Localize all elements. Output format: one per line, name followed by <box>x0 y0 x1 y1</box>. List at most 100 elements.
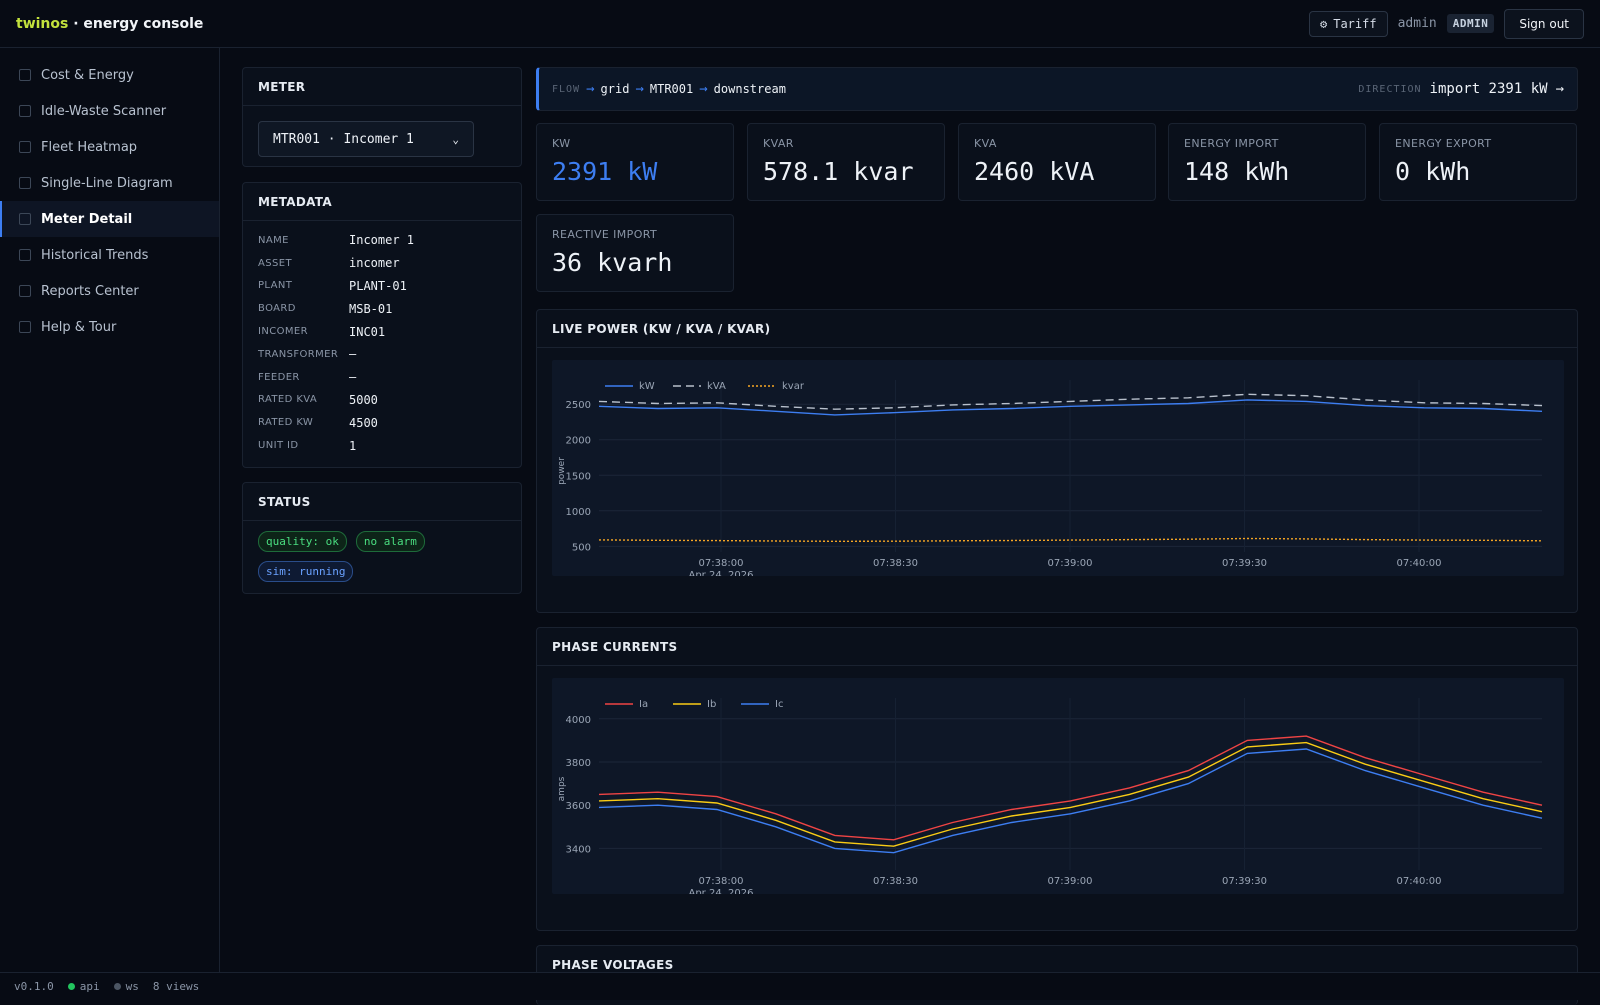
direction-value: import 2391 kW <box>1430 81 1548 97</box>
meta-value: 5000 <box>349 393 378 407</box>
meta-key: BOARD <box>258 303 349 314</box>
kpi-label: ENERGY EXPORT <box>1395 137 1561 150</box>
sidebar-item-single-line[interactable]: Single-Line Diagram <box>0 165 219 201</box>
tariff-label: Tariff <box>1333 17 1376 31</box>
meta-key: INCOMER <box>258 326 349 337</box>
sidebar-item-fleet-heatmap[interactable]: Fleet Heatmap <box>0 129 219 165</box>
header-actions: ⚙ Tariff admin ADMIN Sign out <box>1309 9 1584 39</box>
direction-label: DIRECTION <box>1358 84 1421 95</box>
sidebar-item-label: Help & Tour <box>41 320 116 335</box>
meta-value: 4500 <box>349 416 378 430</box>
legend-entry: Ic <box>775 699 783 710</box>
meter-select-value: MTR001 · Incomer 1 <box>273 132 414 147</box>
brand-logo[interactable]: twinos · energy console <box>16 16 203 32</box>
sidebar-item-help-tour[interactable]: Help & Tour <box>0 309 219 345</box>
legend-entry: Ia <box>639 699 648 710</box>
kpi-card-reactive-import: REACTIVE IMPORT 36 kvarh <box>536 214 734 292</box>
sidebar-item-label: Cost & Energy <box>41 68 134 83</box>
x-tick-label: 07:38:30 <box>873 558 918 569</box>
meta-key: PLANT <box>258 280 349 291</box>
ws-label: ws <box>126 980 139 993</box>
status-badge: quality: ok <box>258 531 347 552</box>
status-dot-icon <box>114 983 121 990</box>
meta-value: — <box>349 370 356 384</box>
brand-rest: · energy console <box>68 16 203 32</box>
meta-key: UNIT ID <box>258 440 349 451</box>
flow-bar: FLOW → grid → MTR001 → downstream DIRECT… <box>536 67 1578 111</box>
status-panel: STATUS quality: ok no alarm sim: running <box>242 482 522 594</box>
meta-value: PLANT-01 <box>349 279 407 293</box>
x-tick-label: 07:38:00 <box>699 558 744 569</box>
checkbox-icon <box>19 69 31 81</box>
status-footer: v0.1.0 api ws 8 views <box>0 972 1600 1000</box>
kpi-value: 0 kWh <box>1395 157 1561 186</box>
x-tick-label: 07:38:00 <box>699 876 744 887</box>
kpi-label: KVA <box>974 137 1140 150</box>
sidebar-item-cost-energy[interactable]: Cost & Energy <box>0 57 219 93</box>
status-badges: quality: ok no alarm sim: running <box>243 521 521 592</box>
x-tick-label: 07:39:00 <box>1048 876 1093 887</box>
kpi-value: 36 kvarh <box>552 248 718 277</box>
checkbox-icon <box>19 105 31 117</box>
flow-node[interactable]: downstream <box>714 82 786 96</box>
x-tick-label: 07:40:00 <box>1397 876 1442 887</box>
meta-row: TRANSFORMER— <box>243 343 521 366</box>
x-tick-label: 07:40:00 <box>1397 558 1442 569</box>
top-bar: twinos · energy console ⚙ Tariff admin A… <box>0 0 1600 48</box>
sign-out-button[interactable]: Sign out <box>1504 9 1584 39</box>
brand-accent: twinos <box>16 16 68 32</box>
y-tick-label: 2000 <box>566 436 591 447</box>
meta-value: Incomer 1 <box>349 233 414 247</box>
meta-key: TRANSFORMER <box>258 349 349 360</box>
version-label: v0.1.0 <box>14 980 54 993</box>
user-name: admin <box>1398 16 1437 31</box>
panel-title: METADATA <box>243 183 521 221</box>
sidebar-item-label: Reports Center <box>41 284 139 299</box>
panel-title: METER <box>243 68 521 106</box>
status-badge: sim: running <box>258 561 353 582</box>
kpi-card-energy-import: ENERGY IMPORT 148 kWh <box>1168 123 1366 201</box>
views-count: 8 views <box>153 980 199 993</box>
meta-value: — <box>349 347 356 361</box>
kpi-card-kva: KVA 2460 kVA <box>958 123 1156 201</box>
y-tick-label: 1000 <box>566 507 591 518</box>
legend-entry: Ib <box>707 699 716 710</box>
y-tick-label: 3800 <box>566 758 591 769</box>
x-tick-label: 07:39:00 <box>1048 558 1093 569</box>
sidebar-item-reports-center[interactable]: Reports Center <box>0 273 219 309</box>
meta-key: RATED KW <box>258 417 349 428</box>
checkbox-icon <box>19 285 31 297</box>
legend-entry: kvar <box>782 381 805 392</box>
meta-value: incomer <box>349 256 400 270</box>
checkbox-icon <box>19 141 31 153</box>
chevron-down-icon: ⌄ <box>452 133 459 146</box>
legend-entry: kVA <box>707 381 726 392</box>
kpi-card-kw: KW 2391 kW <box>536 123 734 201</box>
kpi-label: KW <box>552 137 718 150</box>
flow-node[interactable]: grid <box>601 82 630 96</box>
meter-select[interactable]: MTR001 · Incomer 1 ⌄ <box>258 121 474 157</box>
kpi-label: REACTIVE IMPORT <box>552 228 718 241</box>
tariff-button[interactable]: ⚙ Tariff <box>1309 11 1388 37</box>
kpi-value: 2460 kVA <box>974 157 1140 186</box>
y-tick-label: 3600 <box>566 801 591 812</box>
flow-node[interactable]: MTR001 <box>650 82 693 96</box>
y-tick-label: 500 <box>572 542 591 553</box>
kpi-card-kvar: KVAR 578.1 kvar <box>747 123 945 201</box>
sidebar-item-historical-trends[interactable]: Historical Trends <box>0 237 219 273</box>
sidebar-item-idle-waste[interactable]: Idle-Waste Scanner <box>0 93 219 129</box>
panel-title: STATUS <box>243 483 521 521</box>
sidebar-item-meter-detail[interactable]: Meter Detail <box>0 201 219 237</box>
y-tick-label: 1500 <box>566 471 591 482</box>
sidebar-item-label: Single-Line Diagram <box>41 176 173 191</box>
